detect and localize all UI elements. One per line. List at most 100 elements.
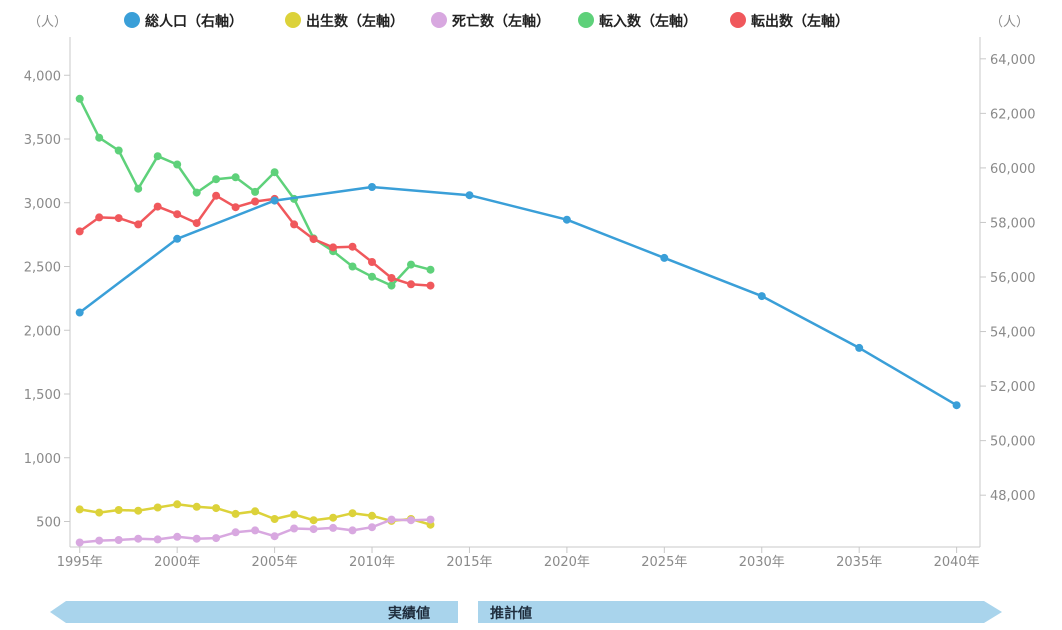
data-point[interactable] (329, 513, 338, 522)
data-point[interactable] (75, 538, 84, 547)
data-point[interactable] (387, 274, 396, 282)
data-point[interactable] (368, 258, 376, 266)
data-point[interactable] (368, 523, 376, 532)
data-point[interactable] (465, 191, 474, 200)
left-axis-ticks: 500 1,000 1,500 2,000 2,500 3,000 3,500 4,000 (24, 69, 70, 531)
data-point[interactable] (407, 280, 415, 289)
data-point[interactable] (387, 281, 396, 290)
data-point[interactable] (134, 184, 143, 193)
data-point[interactable] (329, 243, 338, 252)
data-point[interactable] (114, 506, 123, 514)
data-point[interactable] (855, 343, 864, 352)
data-point[interactable] (212, 504, 221, 513)
legend-label[interactable]: 死亡数（左軸） (451, 13, 550, 30)
data-point[interactable] (192, 534, 201, 543)
data-point[interactable] (368, 183, 376, 191)
data-point[interactable] (290, 510, 299, 519)
data-point[interactable] (192, 219, 201, 228)
left-tick-label: 2,000 (24, 324, 61, 339)
data-point[interactable] (95, 536, 104, 545)
data-point[interactable] (952, 401, 961, 410)
data-point[interactable] (348, 526, 357, 535)
data-point[interactable] (426, 281, 435, 290)
data-point[interactable] (153, 503, 162, 512)
data-point[interactable] (290, 220, 299, 229)
data-point[interactable] (270, 168, 279, 177)
data-point[interactable] (95, 213, 104, 222)
data-point[interactable] (660, 253, 669, 262)
data-point[interactable] (231, 528, 240, 537)
data-point[interactable] (173, 234, 182, 243)
legend-label[interactable]: 総人口（右軸） (145, 13, 243, 30)
data-point[interactable] (231, 173, 240, 182)
data-point[interactable] (75, 94, 84, 103)
data-point[interactable] (348, 262, 357, 271)
data-point[interactable] (153, 535, 162, 544)
legend-marker[interactable] (730, 12, 746, 28)
data-point[interactable] (173, 210, 182, 219)
data-point[interactable] (212, 191, 221, 200)
data-point[interactable] (368, 511, 376, 520)
data-point[interactable] (251, 507, 260, 516)
data-point[interactable] (309, 525, 318, 534)
data-point[interactable] (251, 526, 260, 535)
data-point[interactable] (368, 272, 376, 281)
data-point[interactable] (270, 532, 279, 541)
legend-marker[interactable] (431, 12, 447, 28)
series-group (75, 515, 435, 547)
data-point[interactable] (153, 152, 162, 161)
data-point[interactable] (75, 505, 84, 514)
data-point[interactable] (212, 534, 221, 543)
data-point[interactable] (173, 500, 182, 509)
data-point[interactable] (192, 188, 201, 197)
legend-label[interactable]: 出生数（左軸） (306, 13, 404, 30)
data-point[interactable] (153, 202, 162, 211)
data-point[interactable] (270, 196, 279, 205)
data-point[interactable] (95, 133, 104, 142)
data-point[interactable] (173, 160, 182, 169)
data-point[interactable] (251, 187, 260, 196)
legend-label[interactable]: 転入数（左軸） (599, 13, 697, 30)
data-point[interactable] (348, 242, 357, 251)
legend-marker[interactable] (578, 12, 594, 28)
data-point[interactable] (192, 502, 201, 511)
data-point[interactable] (134, 534, 143, 543)
x-tick-label: 2010年 (349, 555, 395, 570)
right-tick-label: 58,000 (990, 216, 1036, 231)
data-point[interactable] (309, 235, 318, 244)
data-point[interactable] (309, 516, 318, 525)
legend-label[interactable]: 転出数（左軸） (751, 13, 849, 30)
data-point[interactable] (231, 509, 240, 518)
data-point[interactable] (231, 203, 240, 212)
right-tick-label: 50,000 (990, 435, 1036, 450)
data-point[interactable] (134, 220, 143, 229)
data-point[interactable] (114, 536, 123, 544)
x-tick-label: 2025年 (641, 555, 687, 570)
left-axis-unit-label: （人） (28, 15, 67, 30)
data-point[interactable] (562, 215, 571, 224)
data-point[interactable] (134, 506, 143, 515)
forecast-period-label: 推計値 (490, 605, 532, 622)
legend-marker[interactable] (124, 12, 140, 28)
data-point[interactable] (329, 523, 338, 532)
data-point[interactable] (426, 265, 435, 274)
data-point[interactable] (387, 515, 396, 524)
data-point[interactable] (251, 197, 260, 206)
data-point[interactable] (407, 516, 415, 525)
data-point[interactable] (290, 524, 299, 533)
data-point[interactable] (426, 515, 435, 524)
data-point[interactable] (95, 508, 104, 517)
legend-marker[interactable] (285, 12, 301, 28)
data-point[interactable] (173, 532, 182, 541)
data-point[interactable] (75, 227, 84, 236)
data-point[interactable] (114, 214, 123, 223)
data-point[interactable] (75, 308, 84, 317)
data-point[interactable] (757, 292, 766, 301)
data-point[interactable] (114, 146, 123, 155)
data-point[interactable] (348, 509, 357, 518)
series-line (78, 185, 958, 407)
data-point[interactable] (212, 175, 221, 184)
data-point[interactable] (407, 260, 415, 269)
data-point[interactable] (270, 515, 279, 523)
right-axis-ticks: 48,000 50,000 52,000 54,000 56,000 58,000 60,0… (980, 53, 1036, 504)
